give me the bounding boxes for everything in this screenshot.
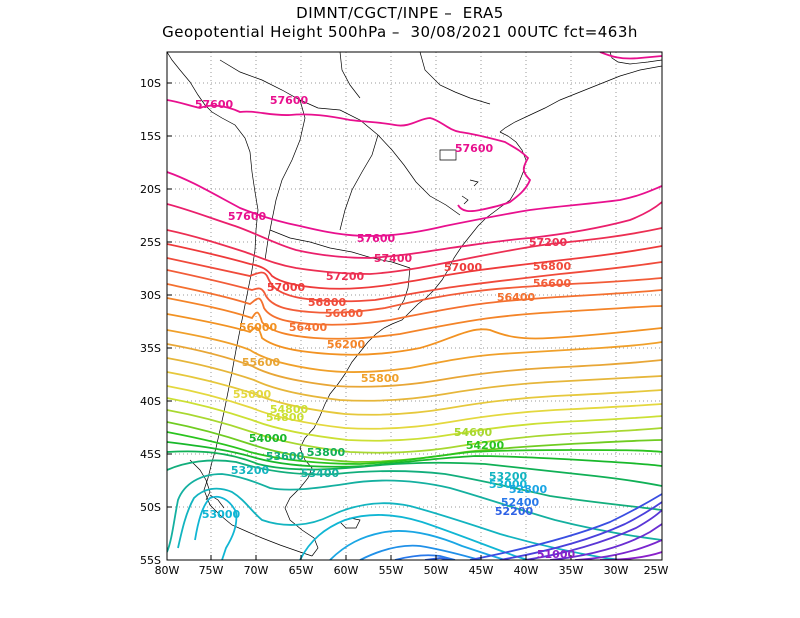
title-line-2: Geopotential Height 500hPa – 30/08/2021 … <box>162 23 638 41</box>
contour-label: 56400 <box>289 321 328 334</box>
contour-label: 52800 <box>509 483 548 496</box>
contour-label: 53800 <box>307 446 346 459</box>
lat-label: 15S <box>140 130 161 143</box>
contour-label: 54800 <box>270 403 309 416</box>
contour-label: 53000 <box>489 478 528 491</box>
contour-label: 57400 <box>374 252 413 265</box>
contour-label: 54800 <box>266 411 305 424</box>
contour-label: 56200 <box>327 338 366 351</box>
lat-label: 45S <box>140 448 161 461</box>
contour-label: 57200 <box>326 270 365 283</box>
lat-label: 10S <box>140 77 161 90</box>
grid-lines <box>167 52 662 560</box>
lat-label: 35S <box>140 342 161 355</box>
contour-label: 57200 <box>529 236 568 249</box>
map-title: DIMNT/CGCT/INPE – ERA5 Geopotential Heig… <box>0 4 800 42</box>
contour-label: 56600 <box>325 307 364 320</box>
lat-label: 50S <box>140 501 161 514</box>
contour-label: 53000 <box>202 508 241 521</box>
contour-label: 57000 <box>267 281 306 294</box>
lon-label: 40W <box>514 564 539 577</box>
contour-label: 54200 <box>466 439 505 452</box>
contour-label: 57600 <box>228 210 267 223</box>
lon-label: 80W <box>155 564 180 577</box>
lat-label: 25S <box>140 236 161 249</box>
contour-label: 55000 <box>233 388 272 401</box>
contour-label: 53400 <box>301 467 340 480</box>
contour-label: 56000 <box>239 321 278 334</box>
contour-label: 57600 <box>455 142 494 155</box>
contour-label: 57600 <box>195 98 234 111</box>
lon-label: 65W <box>289 564 314 577</box>
contour-lines <box>167 52 662 560</box>
lon-label: 50W <box>424 564 449 577</box>
contour-label: 57600 <box>270 94 309 107</box>
lat-label: 20S <box>140 183 161 196</box>
contour-label: 53200 <box>231 464 270 477</box>
contour-label: 57000 <box>444 261 483 274</box>
lat-label: 55S <box>140 554 161 567</box>
lon-label: 30W <box>604 564 629 577</box>
contour-label: 56600 <box>533 277 572 290</box>
lon-label: 55W <box>379 564 404 577</box>
tick-marks <box>167 82 617 560</box>
lon-label: 35W <box>559 564 584 577</box>
lon-label: 25W <box>644 564 669 577</box>
latitude-labels: 10S 15S 20S 25S 30S 35S 40S 45S 50S 55S <box>140 77 161 567</box>
lat-label: 30S <box>140 289 161 302</box>
lon-label: 70W <box>244 564 269 577</box>
contour-label: 57600 <box>357 232 396 245</box>
contour-label: 56800 <box>308 296 347 309</box>
contour-label: 52400 <box>501 496 540 509</box>
contour-label: 55600 <box>242 356 281 369</box>
title-line-1: DIMNT/CGCT/INPE – ERA5 <box>296 4 504 22</box>
contour-label: 53600 <box>266 450 305 463</box>
contour-label: 56800 <box>533 260 572 273</box>
coastlines <box>167 52 662 557</box>
contour-label: 55800 <box>361 372 400 385</box>
contour-label: 52200 <box>495 505 534 518</box>
longitude-labels: 80W 75W 70W 65W 60W 55W 50W 45W 40W 35W … <box>155 564 669 577</box>
contour-label: 51000 <box>537 548 576 561</box>
lat-label: 40S <box>140 395 161 408</box>
lon-label: 60W <box>334 564 359 577</box>
contour-label: 53200 <box>489 470 528 483</box>
plot-frame <box>166 51 663 561</box>
contour-label: 56400 <box>497 291 536 304</box>
lon-label: 75W <box>199 564 224 577</box>
contour-labels: 57600 57600 57600 57600 57600 57400 5720… <box>195 94 576 561</box>
lon-label: 45W <box>469 564 494 577</box>
contour-label: 54000 <box>249 432 288 445</box>
contour-label: 54600 <box>454 426 493 439</box>
